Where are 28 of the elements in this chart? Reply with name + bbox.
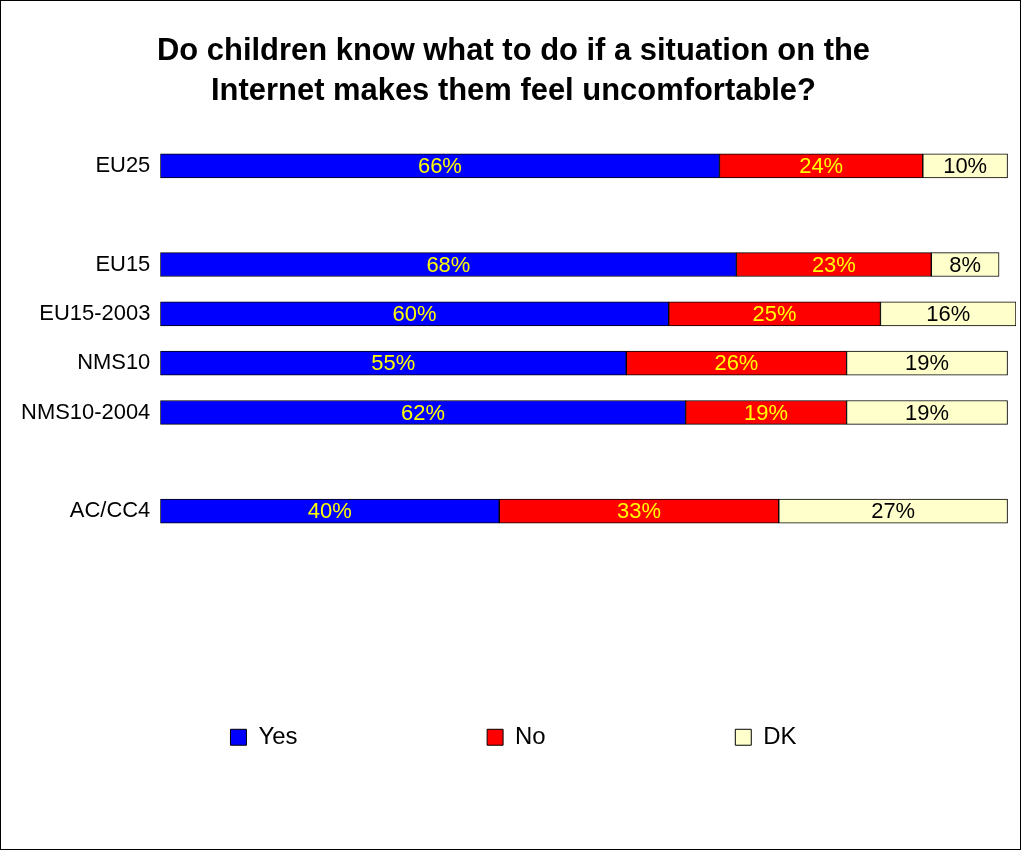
data-label: 8% <box>949 251 982 277</box>
data-label: 19% <box>905 350 950 376</box>
data-label: 10% <box>943 152 988 178</box>
legend-label: DK <box>763 721 797 749</box>
y-tick-label: EU25 <box>95 151 151 177</box>
data-label: 19% <box>744 399 789 425</box>
data-label: 16% <box>926 300 971 326</box>
y-tick-label: AC/CC4 <box>69 497 151 523</box>
data-label: 55% <box>371 350 416 376</box>
data-label: 60% <box>392 300 437 326</box>
data-label: 40% <box>307 498 352 524</box>
y-tick-label: NMS10-2004 <box>21 398 151 424</box>
data-label: 23% <box>811 251 856 277</box>
data-label: 66% <box>417 152 462 178</box>
data-label: 68% <box>426 251 471 277</box>
data-label: 26% <box>714 350 759 376</box>
data-label: 25% <box>752 300 797 326</box>
y-tick-label: EU15-2003 <box>39 299 151 325</box>
data-label: 19% <box>905 399 950 425</box>
data-label: 62% <box>400 399 445 425</box>
legend-label: No <box>515 721 546 749</box>
data-label: 27% <box>871 498 916 524</box>
data-label: 24% <box>799 152 844 178</box>
legend-label: Yes <box>258 721 298 749</box>
data-label: 33% <box>617 498 661 524</box>
chart-title: Do children know what to do if a situation on the Internet makes them feel uncomfortable? <box>156 31 871 107</box>
y-tick-label: NMS10 <box>77 349 151 375</box>
y-tick-label: EU15 <box>95 250 151 276</box>
